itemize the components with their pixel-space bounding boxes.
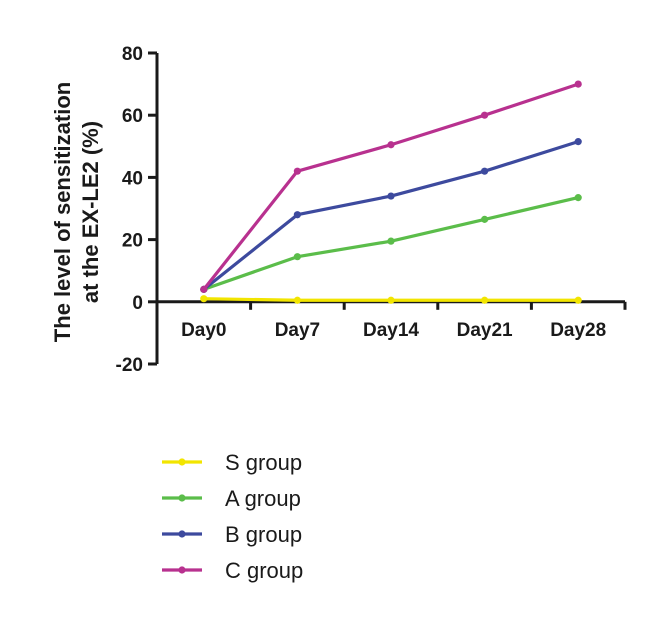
data-point <box>481 111 489 119</box>
data-point <box>574 138 582 146</box>
y-axis-title-line-2: at the EX-LE2 (%) <box>78 121 103 303</box>
chart-legend: S group A group B group C group <box>162 450 303 583</box>
y-tick-label: 20 <box>122 231 143 252</box>
data-point <box>293 167 301 175</box>
data-point <box>293 211 301 219</box>
x-tick-label: Day21 <box>457 320 513 341</box>
series-c-group <box>200 80 582 293</box>
legend-label: C group <box>225 558 303 583</box>
y-tick-label: -20 <box>116 355 143 376</box>
series-lines <box>200 80 582 304</box>
legend-label: A group <box>225 486 301 511</box>
y-tick-label: 0 <box>132 293 143 314</box>
legend-item: C group <box>162 558 303 583</box>
data-point <box>387 141 395 149</box>
x-tick-label: Day0 <box>181 320 226 341</box>
legend-swatch-marker <box>178 530 186 538</box>
data-point <box>387 237 395 245</box>
series-line <box>202 140 579 291</box>
y-axis-title-line-1: The level of sensitization <box>50 82 75 342</box>
legend-item: B group <box>162 522 302 547</box>
data-point <box>200 295 208 303</box>
y-tick-label: 60 <box>122 106 143 127</box>
x-tick-label: Day14 <box>363 320 419 341</box>
data-point <box>387 192 395 200</box>
data-point <box>293 296 301 304</box>
x-axis-ticks: Day0 Day7 Day14 Day21 Day28 <box>181 301 627 341</box>
series-a-group <box>200 194 582 293</box>
data-point <box>574 80 582 88</box>
data-point <box>200 285 208 293</box>
data-point <box>481 215 489 223</box>
legend-swatch-marker <box>178 566 186 574</box>
legend-label: S group <box>225 450 302 475</box>
legend-swatch-marker <box>178 494 186 502</box>
y-tick-label: 40 <box>122 168 143 189</box>
data-point <box>481 167 489 175</box>
legend-label: B group <box>225 522 302 547</box>
x-tick-label: Day7 <box>275 320 320 341</box>
data-point <box>293 253 301 261</box>
legend-item: S group <box>162 450 302 475</box>
series-line <box>202 82 579 291</box>
series-s-group <box>200 295 582 304</box>
legend-swatch-marker <box>178 458 186 466</box>
y-axis-ticks: -20 0 20 40 60 80 <box>116 44 157 376</box>
legend-item: A group <box>162 486 301 511</box>
x-tick-label: Day28 <box>550 320 606 341</box>
y-tick-label: 80 <box>122 44 143 65</box>
chart-axes <box>155 53 625 364</box>
data-point <box>387 296 395 304</box>
data-point <box>574 194 582 202</box>
data-point <box>481 296 489 304</box>
data-point <box>574 296 582 304</box>
